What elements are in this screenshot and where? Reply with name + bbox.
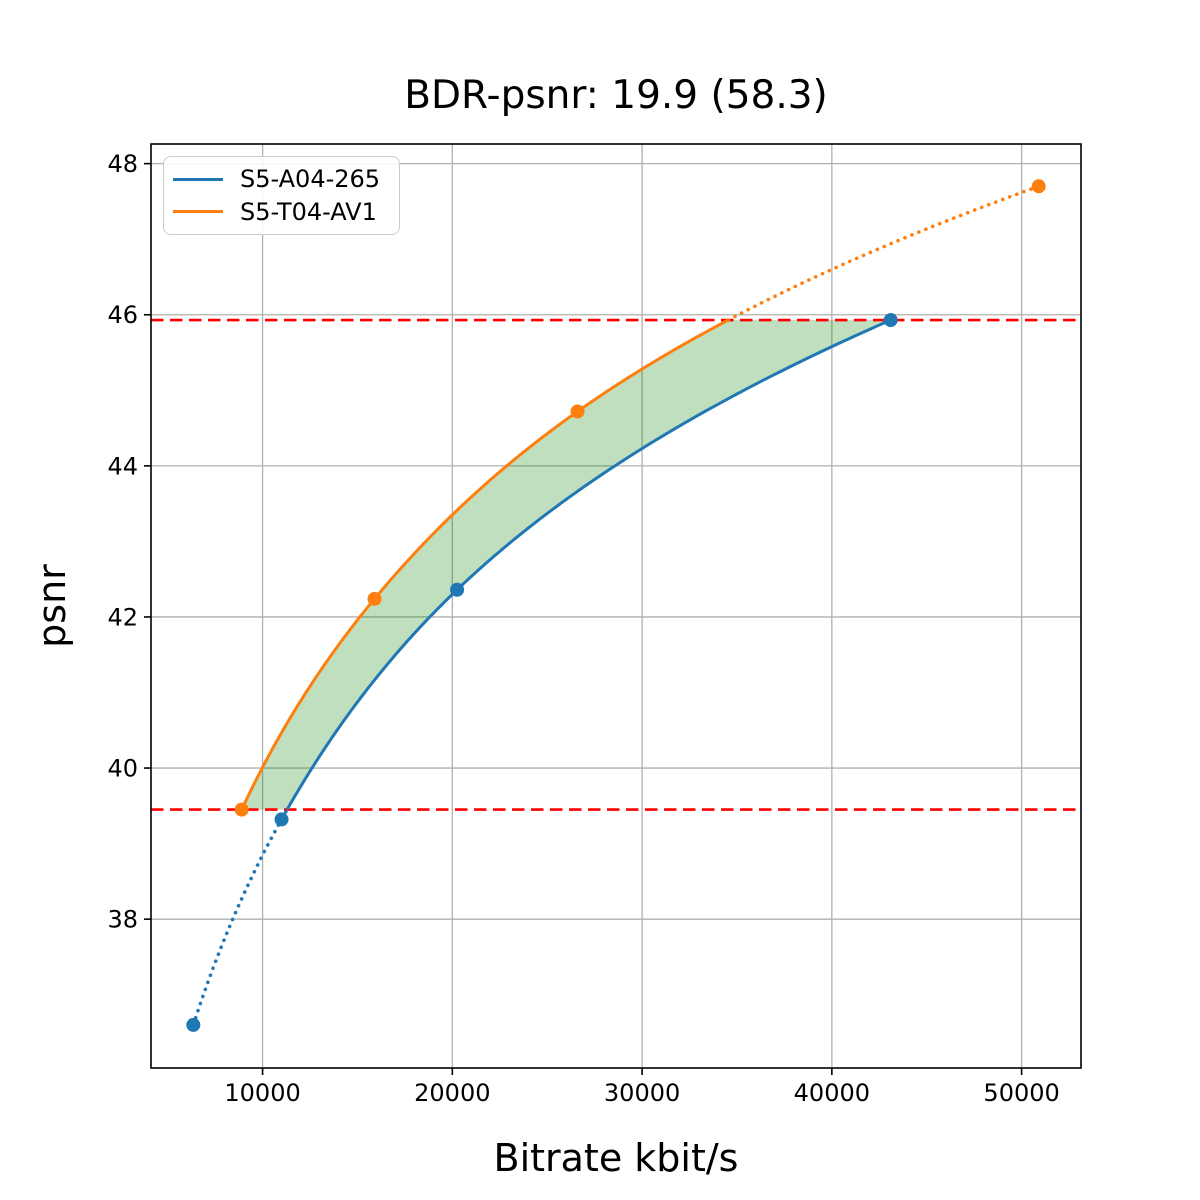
y-tick-label: 44 [107,452,138,480]
y-tick-label: 38 [107,906,138,934]
x-axis-label: Bitrate kbit/s [493,1136,739,1180]
data-point-S5-A04-265 [186,1017,201,1032]
legend-line-sample [173,177,223,181]
data-point-S5-A04-265 [274,812,289,827]
y-axis-label: psnr [30,564,74,648]
legend: S5-A04-265 S5-T04-AV1 [163,156,400,235]
y-tick-label: 42 [107,603,138,631]
data-point-S5-T04-AV1 [1031,179,1046,194]
axes-frame [150,143,1082,1069]
curve-S5-A04-265-dotted [191,807,289,1027]
curve-S5-T04-AV1-solid [240,318,729,811]
x-tick-label: 40000 [794,1079,870,1107]
x-tick-label: 30000 [604,1079,680,1107]
legend-item: S5-T04-AV1 [173,198,389,226]
data-point-S5-A04-265 [450,582,465,597]
data-point-S5-T04-AV1 [234,802,249,817]
bd-area-fill [241,320,891,810]
curve-S5-A04-265-solid [285,318,892,811]
legend-label: S5-A04-265 [240,165,381,194]
y-tick-label: 48 [107,150,138,178]
legend-label: S5-T04-AV1 [240,197,377,226]
y-tick-label: 46 [107,301,138,329]
x-tick-label: 10000 [224,1079,300,1107]
data-point-S5-T04-AV1 [570,404,585,419]
x-tick-label: 20000 [414,1079,490,1107]
legend-item: S5-A04-265 [173,165,389,193]
curve-S5-T04-AV1-dotted [726,184,1041,322]
y-tick-label: 40 [107,755,138,783]
data-point-S5-T04-AV1 [367,591,382,606]
legend-line-sample [173,210,223,214]
x-tick-label: 50000 [983,1079,1059,1107]
chart-title: BDR-psnr: 19.9 (58.3) [404,73,828,118]
data-point-S5-A04-265 [883,313,898,328]
